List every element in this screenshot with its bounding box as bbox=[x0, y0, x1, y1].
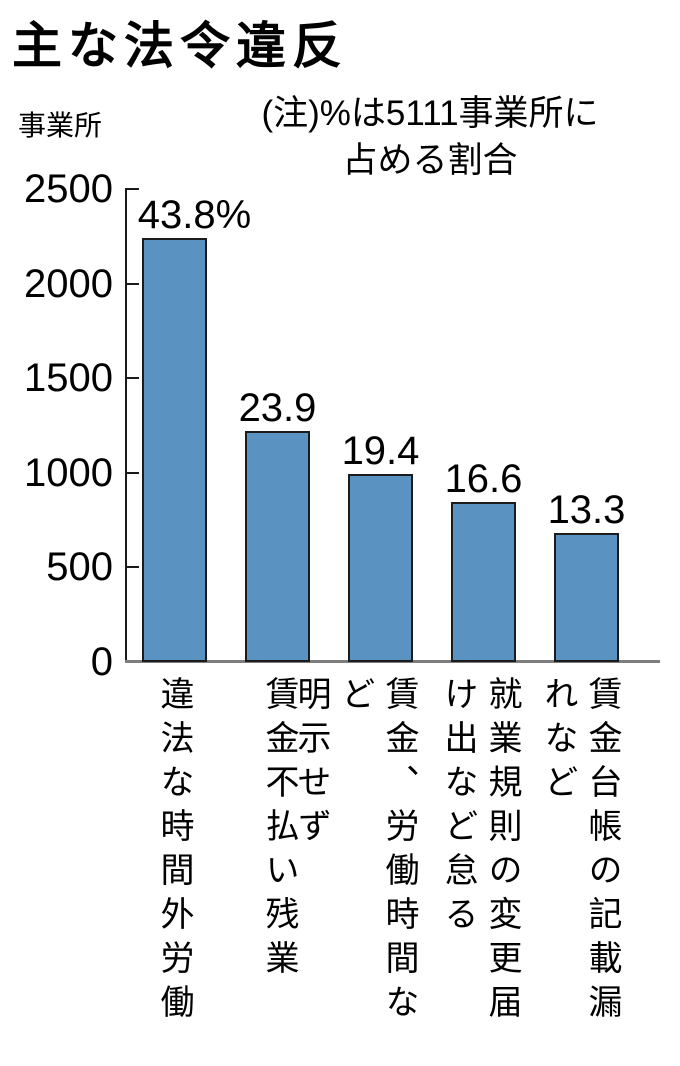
y-tick-label: 1000 bbox=[24, 450, 113, 495]
bar-value-label: 43.8% bbox=[137, 193, 252, 237]
category-label: 賃金不払い残業 bbox=[260, 676, 298, 984]
chart-note: (注)%は5111事業所に 占める割合 bbox=[210, 90, 650, 184]
y-tick-label: 2000 bbox=[24, 261, 113, 306]
y-axis-tick bbox=[125, 282, 139, 285]
bar-value-label: 13.3 bbox=[547, 488, 626, 532]
bar bbox=[348, 474, 413, 662]
category-label: 賃金、労働時間など 明示せず bbox=[292, 676, 418, 1028]
y-axis-tick bbox=[125, 566, 139, 569]
y-axis-tick bbox=[125, 188, 139, 190]
y-tick-label: 2500 bbox=[24, 167, 113, 211]
y-tick-label: 1500 bbox=[24, 356, 113, 401]
y-tick-label: 0 bbox=[90, 640, 113, 684]
chart-note-line-2: 占める割合 bbox=[342, 141, 518, 180]
y-tick-label: 500 bbox=[46, 545, 113, 590]
bar bbox=[554, 533, 619, 662]
category-label: 違法な時間外労働 bbox=[155, 676, 193, 1028]
bar bbox=[142, 238, 207, 662]
y-axis-tick bbox=[125, 377, 139, 380]
bar-value-label: 23.9 bbox=[238, 386, 317, 430]
bar bbox=[245, 431, 310, 662]
chart-title: 主な法令違反 bbox=[12, 18, 348, 74]
chart-note-line-1: (注)%は5111事業所に bbox=[261, 94, 599, 133]
category-label: 就業規則の変更届 け出など怠る bbox=[439, 676, 521, 1028]
bar-value-label: 19.4 bbox=[341, 429, 420, 473]
y-axis-line bbox=[125, 188, 127, 663]
category-label: 賃金台帳の記載漏 れなど bbox=[539, 676, 621, 1028]
bar-value-label: 16.6 bbox=[444, 457, 523, 501]
y-axis-tick bbox=[125, 471, 139, 474]
bar bbox=[451, 502, 516, 662]
y-axis-unit-label: 事業所 bbox=[18, 110, 103, 141]
